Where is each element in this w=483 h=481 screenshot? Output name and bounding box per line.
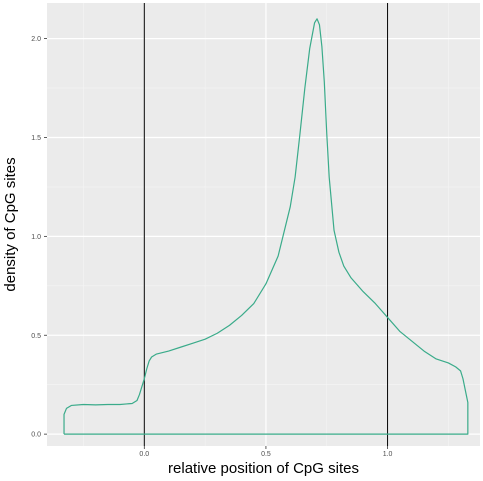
minor-gridlines — [47, 3, 480, 446]
y-axis-ticks: 0.0 0.5 1.0 1.5 2.0 — [31, 36, 47, 439]
y-tick-label: 0.0 — [31, 432, 41, 439]
density-series-line — [63, 18, 469, 435]
x-tick-label: 0.0 — [139, 451, 149, 458]
y-tick-label: 1.5 — [31, 135, 41, 142]
x-axis-title: relative position of CpG sites — [168, 460, 359, 477]
y-tick-label: 0.5 — [31, 333, 41, 340]
x-axis-ticks: 0.0 0.5 1.0 — [139, 446, 393, 458]
x-tick-label: 1.0 — [383, 451, 393, 458]
y-axis-title: density of CpG sites — [2, 157, 19, 291]
y-tick-label: 1.0 — [31, 234, 41, 241]
x-tick-label: 0.5 — [261, 451, 271, 458]
reference-lines — [143, 3, 389, 446]
y-tick-label: 2.0 — [31, 36, 41, 43]
plot-panel — [47, 3, 480, 446]
